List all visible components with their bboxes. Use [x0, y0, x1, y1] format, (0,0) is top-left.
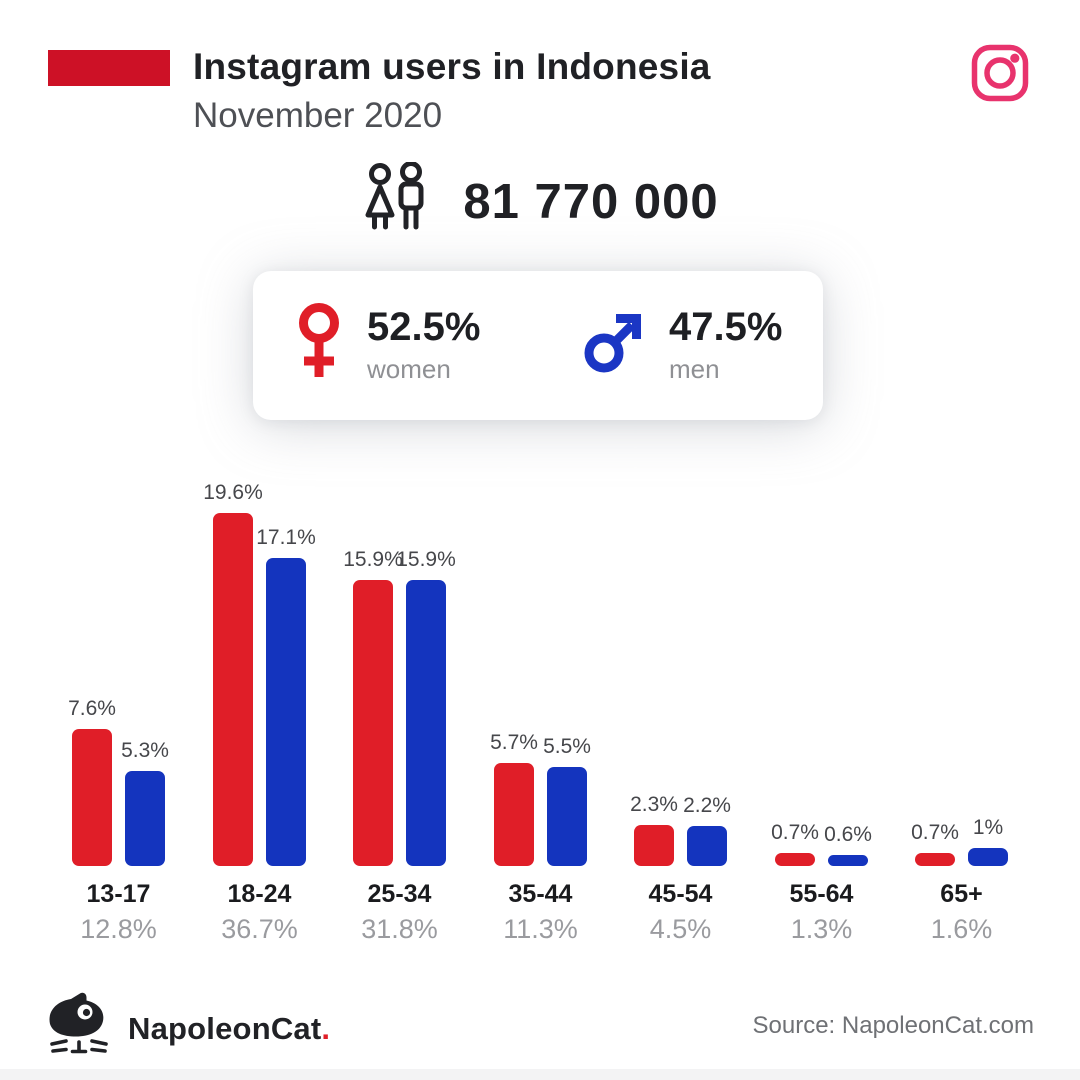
age-total-65+: 1.6%: [930, 914, 993, 944]
brand-name: NapoleonCat.: [128, 1010, 331, 1046]
bar-men-55-64: [828, 855, 868, 866]
bar-value-women-25-34: 15.9%: [343, 547, 403, 571]
bar-value-women-13-17: 7.6%: [68, 697, 116, 721]
bar-women-55-64: [775, 853, 815, 866]
page-title: Instagram users in Indonesia: [193, 46, 711, 87]
bar-women-45-54: [634, 824, 674, 866]
age-label-25-34: 25-34: [367, 880, 432, 908]
age-total-45-54: 4.5%: [649, 914, 712, 944]
age-label-13-17: 13-17: [86, 880, 151, 908]
female-icon: [297, 303, 341, 388]
age-label-18-24: 18-24: [227, 880, 292, 908]
bar-col-women-25-34: 15.9%: [343, 450, 403, 866]
bar-value-men-18-24: 17.1%: [256, 526, 316, 550]
men-percentage: 47.5%: [669, 305, 783, 349]
bar-men-25-34: [406, 579, 446, 866]
bar-value-women-65+: 0.7%: [911, 821, 959, 845]
brand-dot: .: [321, 1010, 331, 1046]
chart-group-13-17: 7.6% 5.3% 13-17 12.8%: [68, 450, 169, 944]
page-subtitle: November 2020: [193, 96, 443, 135]
bar-value-men-35-44: 5.5%: [543, 735, 591, 758]
total-users-row: 81 770 000: [0, 161, 1080, 241]
bar-value-women-45-54: 2.3%: [630, 792, 678, 816]
age-total-55-64: 1.3%: [790, 914, 853, 944]
chart-group-45-54: 2.3% 2.2% 45-54 4.5%: [630, 450, 731, 944]
bar-value-men-45-54: 2.2%: [683, 794, 731, 818]
bar-value-men-13-17: 5.3%: [121, 738, 169, 762]
bar-col-women-35-44: 5.7%: [490, 450, 538, 866]
chart-group-25-34: 15.9% 15.9% 25-34 31.8%: [343, 450, 456, 944]
chart-group-35-44: 5.7% 5.5% 35-44 11.3%: [490, 450, 591, 944]
bar-col-men-18-24: 17.1%: [256, 450, 316, 866]
bar-col-women-55-64: 0.7%: [771, 450, 819, 866]
age-distribution-chart: 7.6% 5.3% 13-17 12.8% 19.6% 17.1% 18-24 36.7% 15…: [0, 450, 1080, 944]
bar-col-women-65+: 0.7%: [911, 450, 959, 866]
age-label-35-44: 35-44: [508, 880, 573, 908]
chart-group-18-24: 19.6% 17.1% 18-24 36.7%: [203, 450, 316, 944]
bar-men-13-17: [125, 770, 165, 866]
bar-men-35-44: [547, 767, 587, 866]
bar-value-women-18-24: 19.6%: [203, 481, 263, 505]
age-total-25-34: 31.8%: [361, 914, 438, 944]
header-accent-block: [48, 50, 170, 86]
bar-men-18-24: [266, 558, 306, 866]
age-label-55-64: 55-64: [789, 880, 854, 908]
source-credit: Source: NapoleonCat.com: [752, 1012, 1034, 1039]
bar-col-women-45-54: 2.3%: [630, 450, 678, 866]
bar-value-men-25-34: 15.9%: [396, 547, 456, 571]
bar-col-men-45-54: 2.2%: [683, 450, 731, 866]
brand-lockup: NapoleonCat.: [44, 992, 330, 1065]
bar-col-women-13-17: 7.6%: [68, 450, 116, 866]
bottom-strip: [0, 1069, 1080, 1080]
total-users-value: 81 770 000: [463, 174, 719, 229]
bar-women-25-34: [353, 579, 393, 866]
bar-value-women-55-64: 0.7%: [771, 821, 819, 845]
bar-women-65+: [915, 853, 955, 866]
bar-col-men-35-44: 5.5%: [543, 450, 591, 866]
women-percentage: 52.5%: [367, 305, 481, 349]
age-label-65+: 65+: [940, 880, 983, 908]
napoleoncat-logo-icon: [44, 992, 114, 1065]
bar-men-65+: [968, 848, 1008, 866]
bar-value-women-35-44: 5.7%: [490, 731, 538, 755]
age-total-13-17: 12.8%: [80, 914, 157, 944]
age-total-18-24: 36.7%: [221, 914, 298, 944]
bar-col-women-18-24: 19.6%: [203, 450, 263, 866]
bar-men-45-54: [687, 826, 727, 866]
women-stat: 52.5% women: [297, 303, 547, 388]
people-icon: [361, 161, 429, 241]
bar-col-men-13-17: 5.3%: [121, 450, 169, 866]
gender-split-card: 52.5% women 47.5% men: [253, 271, 823, 420]
women-label: women: [367, 354, 451, 384]
instagram-icon: [968, 41, 1032, 110]
age-total-35-44: 11.3%: [503, 914, 578, 944]
age-label-45-54: 45-54: [648, 880, 713, 908]
male-icon: [583, 312, 643, 379]
chart-group-55-64: 0.7% 0.6% 55-64 1.3%: [771, 450, 872, 944]
chart-group-65+: 0.7% 1% 65+ 1.6%: [911, 450, 1008, 944]
bar-value-men-55-64: 0.6%: [824, 823, 872, 847]
men-label: men: [669, 354, 720, 384]
bar-col-men-65+: 1%: [968, 450, 1008, 866]
bar-col-men-25-34: 15.9%: [396, 450, 456, 866]
bar-value-men-65+: 1%: [972, 816, 1004, 839]
bar-col-men-55-64: 0.6%: [824, 450, 872, 866]
bar-women-18-24: [213, 513, 253, 866]
bar-women-13-17: [72, 729, 112, 866]
bar-women-35-44: [494, 763, 534, 866]
men-stat: 47.5% men: [583, 306, 782, 385]
